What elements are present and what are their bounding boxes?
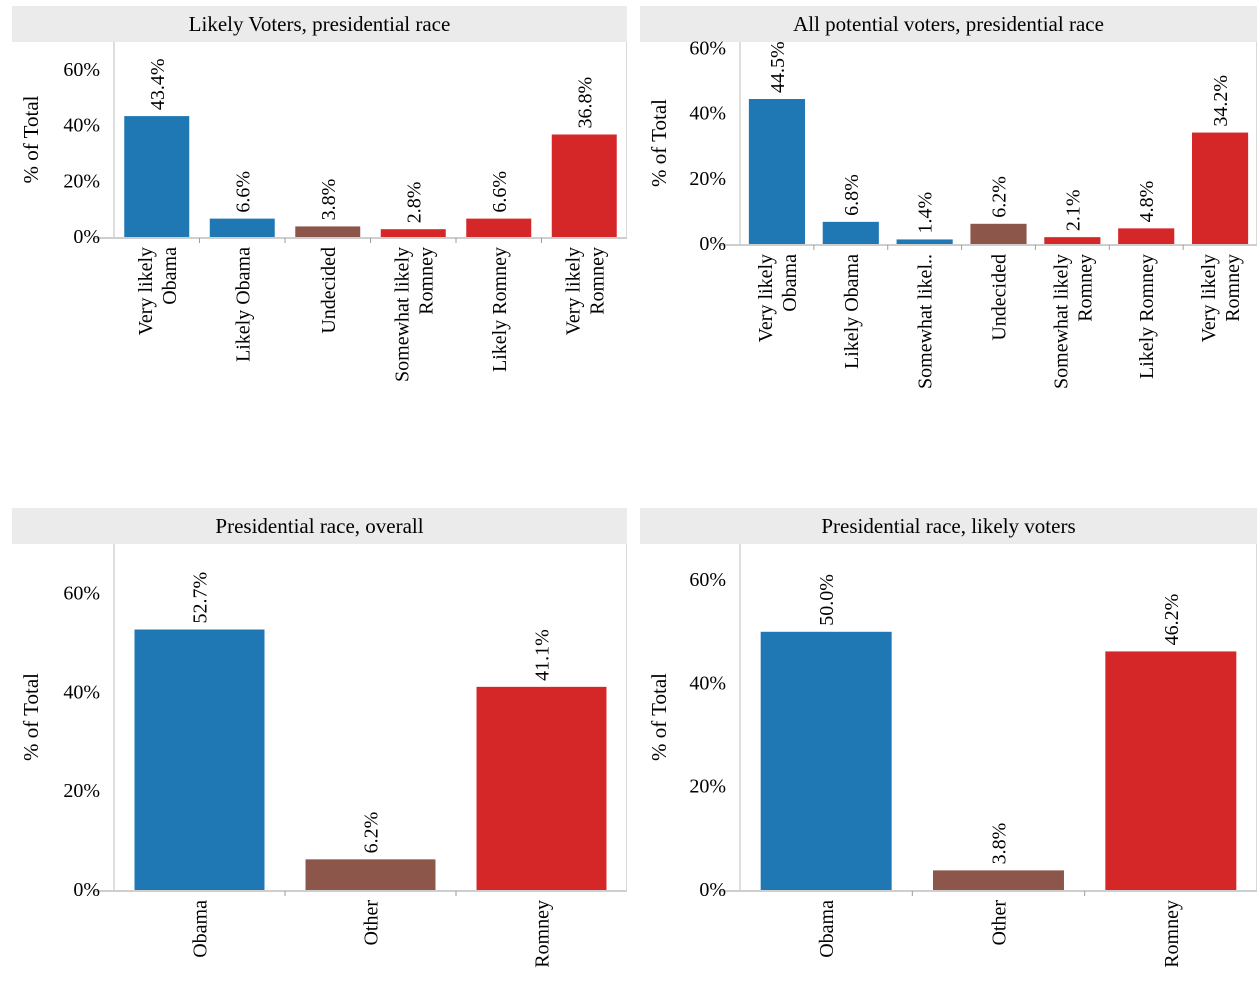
data-label: 6.6%	[489, 171, 511, 213]
y-tick-label: 0%	[73, 226, 100, 248]
chart-panel-overall: Presidential race, overall % of Total 0% 2…	[12, 508, 627, 1003]
bar-likely-romney	[1118, 228, 1175, 244]
x-tick-label: Other	[989, 900, 1011, 946]
bar-undecided	[295, 226, 361, 237]
x-tick-label: Obama	[816, 900, 838, 958]
y-tick-label: 60%	[63, 582, 100, 604]
bar-very-likely-romney	[1192, 132, 1249, 244]
bar-other	[933, 870, 1064, 890]
y-tick-label: 60%	[63, 59, 100, 81]
data-label: 46.2%	[1161, 594, 1183, 646]
y-axis-label: % of Total	[19, 95, 43, 183]
bar-romney	[476, 686, 607, 890]
chart-title: Likely Voters, presidential race	[12, 6, 627, 42]
y-tick-label: 60%	[689, 38, 726, 60]
x-tick-label: Likely Obama	[841, 254, 863, 369]
data-label: 1.4%	[915, 192, 937, 234]
bar-chart-likely-voters-summary: % of Total 0% 20% 40% 60% 50.0% Obama 3.8% Other…	[647, 544, 1257, 968]
data-label: 3.8%	[318, 179, 340, 221]
chart-panel-likely-voters: Likely Voters, presidential race % of To…	[12, 6, 627, 476]
bar-chart-overall: % of Total 0% 20% 40% 60% 52.7% Obama 6.2% Other…	[19, 544, 627, 968]
x-tick-label: Obama	[190, 900, 212, 958]
chart-panel-all-potential-voters: All potential voters, presidential race …	[640, 6, 1257, 476]
chart-title: Presidential race, overall	[12, 508, 627, 544]
chart-panel-likely-voters-2: Presidential race, likely voters % of To…	[640, 508, 1257, 1003]
bar-romney	[1105, 651, 1237, 890]
x-tick-label: Very likely Romney	[562, 247, 608, 335]
x-tick-label: Likely Romney	[489, 247, 511, 372]
x-tick-label: Very likely Romney	[1198, 254, 1244, 342]
y-tick-label: 0%	[699, 233, 726, 255]
chart-title: All potential voters, presidential race	[640, 6, 1257, 42]
data-label: 2.1%	[1062, 189, 1084, 231]
data-label: 52.7%	[190, 572, 212, 624]
data-label: 6.6%	[232, 171, 254, 213]
y-tick-label: 40%	[689, 672, 726, 694]
data-label: 6.2%	[361, 812, 383, 854]
y-axis-label: % of Total	[647, 673, 671, 761]
x-tick-label: Undecided	[318, 247, 340, 334]
data-label: 6.2%	[989, 176, 1011, 218]
bar-obama	[134, 629, 265, 890]
data-label: 36.8%	[574, 77, 596, 129]
x-tick-label: Somewhat likely Romney	[1050, 254, 1096, 389]
y-tick-label: 20%	[689, 776, 726, 798]
x-tick-label: Likely Romney	[1136, 254, 1158, 379]
bar-likely-obama	[209, 218, 275, 237]
bar-somewhat-likel	[896, 239, 953, 244]
y-tick-label: 40%	[63, 681, 100, 703]
y-tick-label: 60%	[689, 569, 726, 591]
y-tick-label: 20%	[63, 780, 100, 802]
bar-very-likely-obama	[748, 99, 805, 244]
bar-somewhat-likely-romney	[1044, 237, 1101, 244]
bar-undecided	[970, 223, 1027, 244]
bar-likely-romney	[466, 218, 532, 237]
x-tick-label: Very likely Obama	[755, 254, 801, 342]
data-label: 4.8%	[1136, 181, 1158, 223]
data-label: 41.1%	[532, 629, 554, 681]
bar-somewhat-likely-romney	[380, 229, 446, 237]
y-tick-label: 0%	[699, 879, 726, 901]
x-tick-label: Somewhat likel..	[915, 254, 937, 389]
x-tick-label: Romney	[532, 900, 554, 968]
data-label: 34.2%	[1210, 75, 1232, 127]
y-tick-label: 40%	[63, 115, 100, 137]
data-label: 2.8%	[403, 182, 425, 224]
bar-chart-all-potential-voters: % of Total 0% 20% 40% 60% 44.5% Very likely Oba…	[647, 38, 1257, 389]
x-tick-label: Very likely Obama	[135, 247, 181, 335]
data-label: 6.8%	[841, 174, 863, 216]
x-tick-label: Somewhat likely Romney	[391, 247, 437, 382]
bar-chart-likely-voters: % of Total 0% 20% 40% 60% 43.4% Very likely Oba…	[19, 42, 627, 382]
x-tick-label: Undecided	[989, 254, 1011, 341]
y-tick-label: 40%	[689, 103, 726, 125]
y-tick-label: 0%	[73, 879, 100, 901]
y-tick-label: 20%	[63, 170, 100, 192]
data-label: 3.8%	[989, 823, 1011, 865]
data-label: 50.0%	[816, 574, 838, 626]
bar-likely-obama	[822, 221, 879, 244]
bar-obama	[760, 631, 892, 890]
bar-other	[305, 859, 436, 890]
x-tick-label: Romney	[1161, 900, 1183, 968]
x-tick-label: Other	[361, 900, 383, 946]
data-label: 43.4%	[147, 58, 169, 110]
y-tick-label: 20%	[689, 168, 726, 190]
y-axis-label: % of Total	[19, 673, 43, 761]
y-axis-label: % of Total	[647, 99, 671, 187]
bar-very-likely-romney	[551, 134, 617, 237]
bar-very-likely-obama	[124, 116, 190, 237]
data-label: 44.5%	[767, 41, 789, 93]
chart-title: Presidential race, likely voters	[640, 508, 1257, 544]
x-tick-label: Likely Obama	[232, 247, 254, 362]
